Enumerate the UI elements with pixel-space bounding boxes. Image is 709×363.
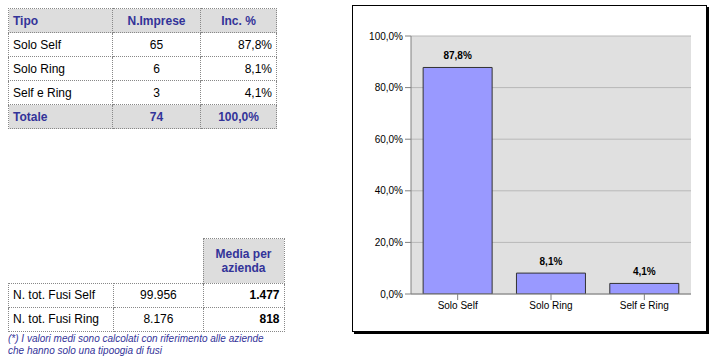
html-text:100,0%: 100,0% <box>218 109 259 124</box>
svg-text:Solo Ring: Solo Ring <box>529 300 572 311</box>
svg-text:4,1%: 4,1% <box>633 266 656 277</box>
svg-text:100,0%: 100,0% <box>369 31 403 42</box>
svg-text:60,0%: 60,0% <box>375 134 403 145</box>
html-text:Tipo: Tipo <box>13 13 39 28</box>
html-text:Solo Self: Solo Self <box>13 37 61 52</box>
html-text:8,1%: 8,1% <box>244 61 272 76</box>
html-text:N.Imprese: N.Imprese <box>127 13 186 28</box>
html-text:Media per azienda: Media per azienda <box>215 246 272 275</box>
html-text:Self e Ring: Self e Ring <box>13 85 72 100</box>
html-text:che hanno solo una tipoogia di: che hanno solo una tipoogia di fusi <box>8 345 162 356</box>
svg-text:8,1%: 8,1% <box>540 256 563 267</box>
svg-text:Solo Self: Solo Self <box>438 300 478 311</box>
html-text:74: 74 <box>149 109 164 124</box>
html-text:N. tot. Fusi Self: N. tot. Fusi Self <box>13 288 95 302</box>
svg-text:20,0%: 20,0% <box>375 237 403 248</box>
svg-text:87,8%: 87,8% <box>443 50 471 61</box>
html-text:N. tot. Fusi Ring: N. tot. Fusi Ring <box>13 312 99 326</box>
html-text:818: 818 <box>259 312 280 326</box>
html-text:87,8%: 87,8% <box>238 37 272 52</box>
svg-text:Self e Ring: Self e Ring <box>620 300 669 311</box>
html-text:Totale: Totale <box>13 109 48 124</box>
svg-text:80,0%: 80,0% <box>375 82 403 93</box>
html-text:(*) I valori medi sono calcola: (*) I valori medi sono calcolati con rif… <box>8 333 264 344</box>
html-text:4,1%: 4,1% <box>244 85 272 100</box>
html-text:1.477: 1.477 <box>249 288 280 302</box>
html-text:6: 6 <box>153 61 160 76</box>
html-text:3: 3 <box>153 85 160 100</box>
html-text:Inc. %: Inc. % <box>221 13 256 28</box>
html-text:99.956: 99.956 <box>140 288 177 302</box>
html-text:8.176: 8.176 <box>143 312 174 326</box>
svg-text:40,0%: 40,0% <box>375 185 403 196</box>
svg-text:0,0%: 0,0% <box>380 289 403 300</box>
html-text:65: 65 <box>149 37 164 52</box>
html-text:Solo Ring: Solo Ring <box>13 61 65 76</box>
